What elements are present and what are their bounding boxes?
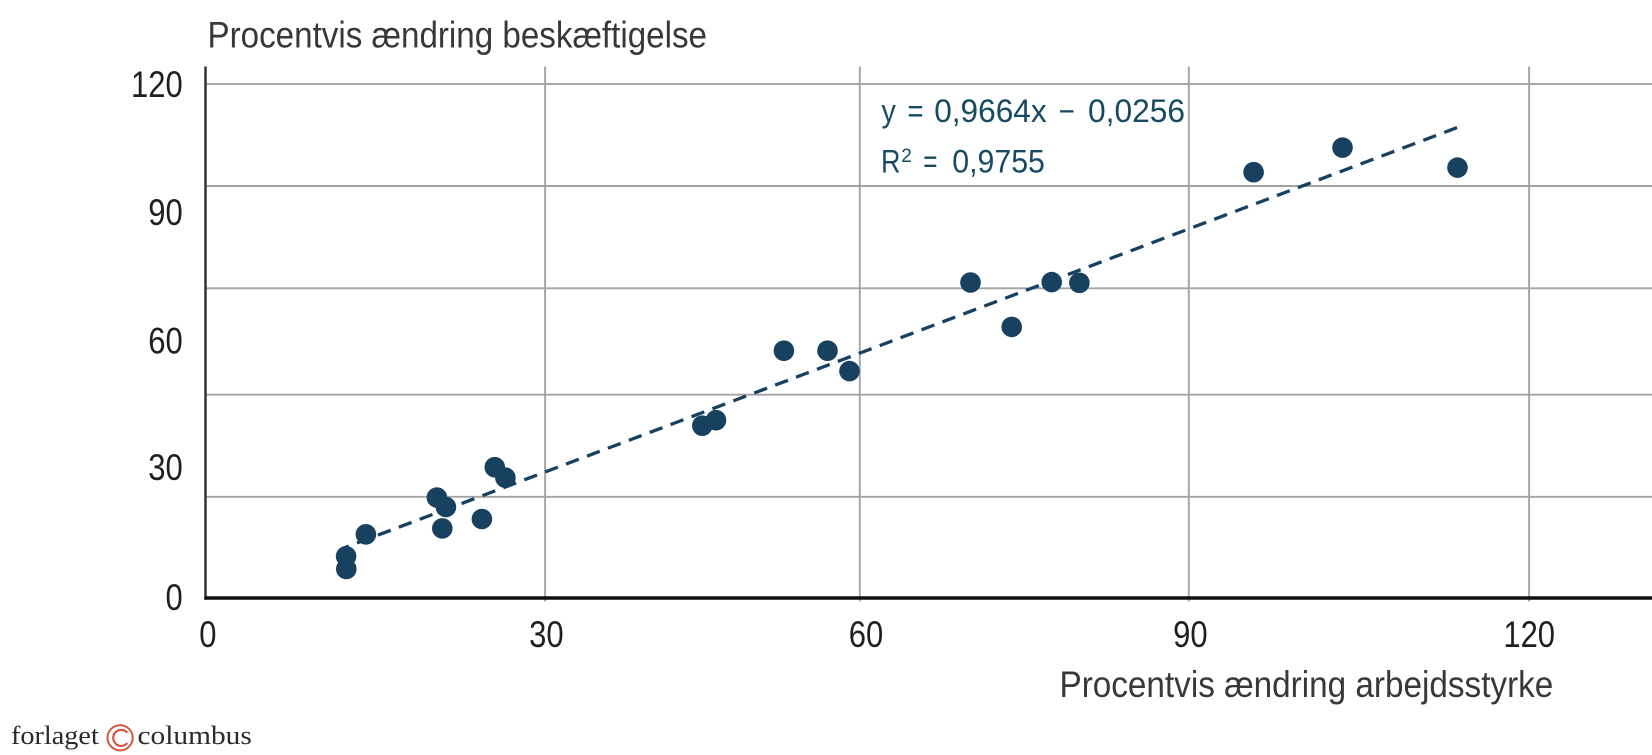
svg-text:2: 2 bbox=[901, 146, 912, 167]
svg-text:60: 60 bbox=[148, 321, 183, 362]
svg-text:0: 0 bbox=[199, 614, 216, 655]
svg-text:columbus: columbus bbox=[138, 721, 252, 750]
svg-text:30: 30 bbox=[529, 614, 564, 655]
svg-text:0,9664x: 0,9664x bbox=[934, 93, 1046, 129]
svg-text:60: 60 bbox=[849, 614, 884, 655]
svg-text:forlaget: forlaget bbox=[11, 721, 100, 750]
svg-text:Procentvis ændring arbejdsstyr: Procentvis ændring arbejdsstyrke bbox=[1060, 664, 1554, 705]
svg-text:0: 0 bbox=[166, 577, 183, 618]
svg-text:y: y bbox=[882, 93, 896, 129]
svg-text:30: 30 bbox=[148, 447, 183, 488]
svg-text:R: R bbox=[881, 144, 901, 180]
svg-text:90: 90 bbox=[148, 192, 183, 233]
svg-text:−: − bbox=[1059, 93, 1075, 129]
svg-text:90: 90 bbox=[1173, 614, 1208, 655]
svg-text:Procentvis ændring beskæftigel: Procentvis ændring beskæftigelse bbox=[208, 15, 708, 56]
svg-text:0,0256: 0,0256 bbox=[1088, 93, 1185, 129]
svg-text:=: = bbox=[908, 93, 924, 129]
svg-text:120: 120 bbox=[131, 64, 183, 105]
svg-text:0,9755: 0,9755 bbox=[952, 144, 1045, 180]
svg-text:120: 120 bbox=[1503, 614, 1555, 655]
svg-text:=: = bbox=[923, 144, 937, 180]
